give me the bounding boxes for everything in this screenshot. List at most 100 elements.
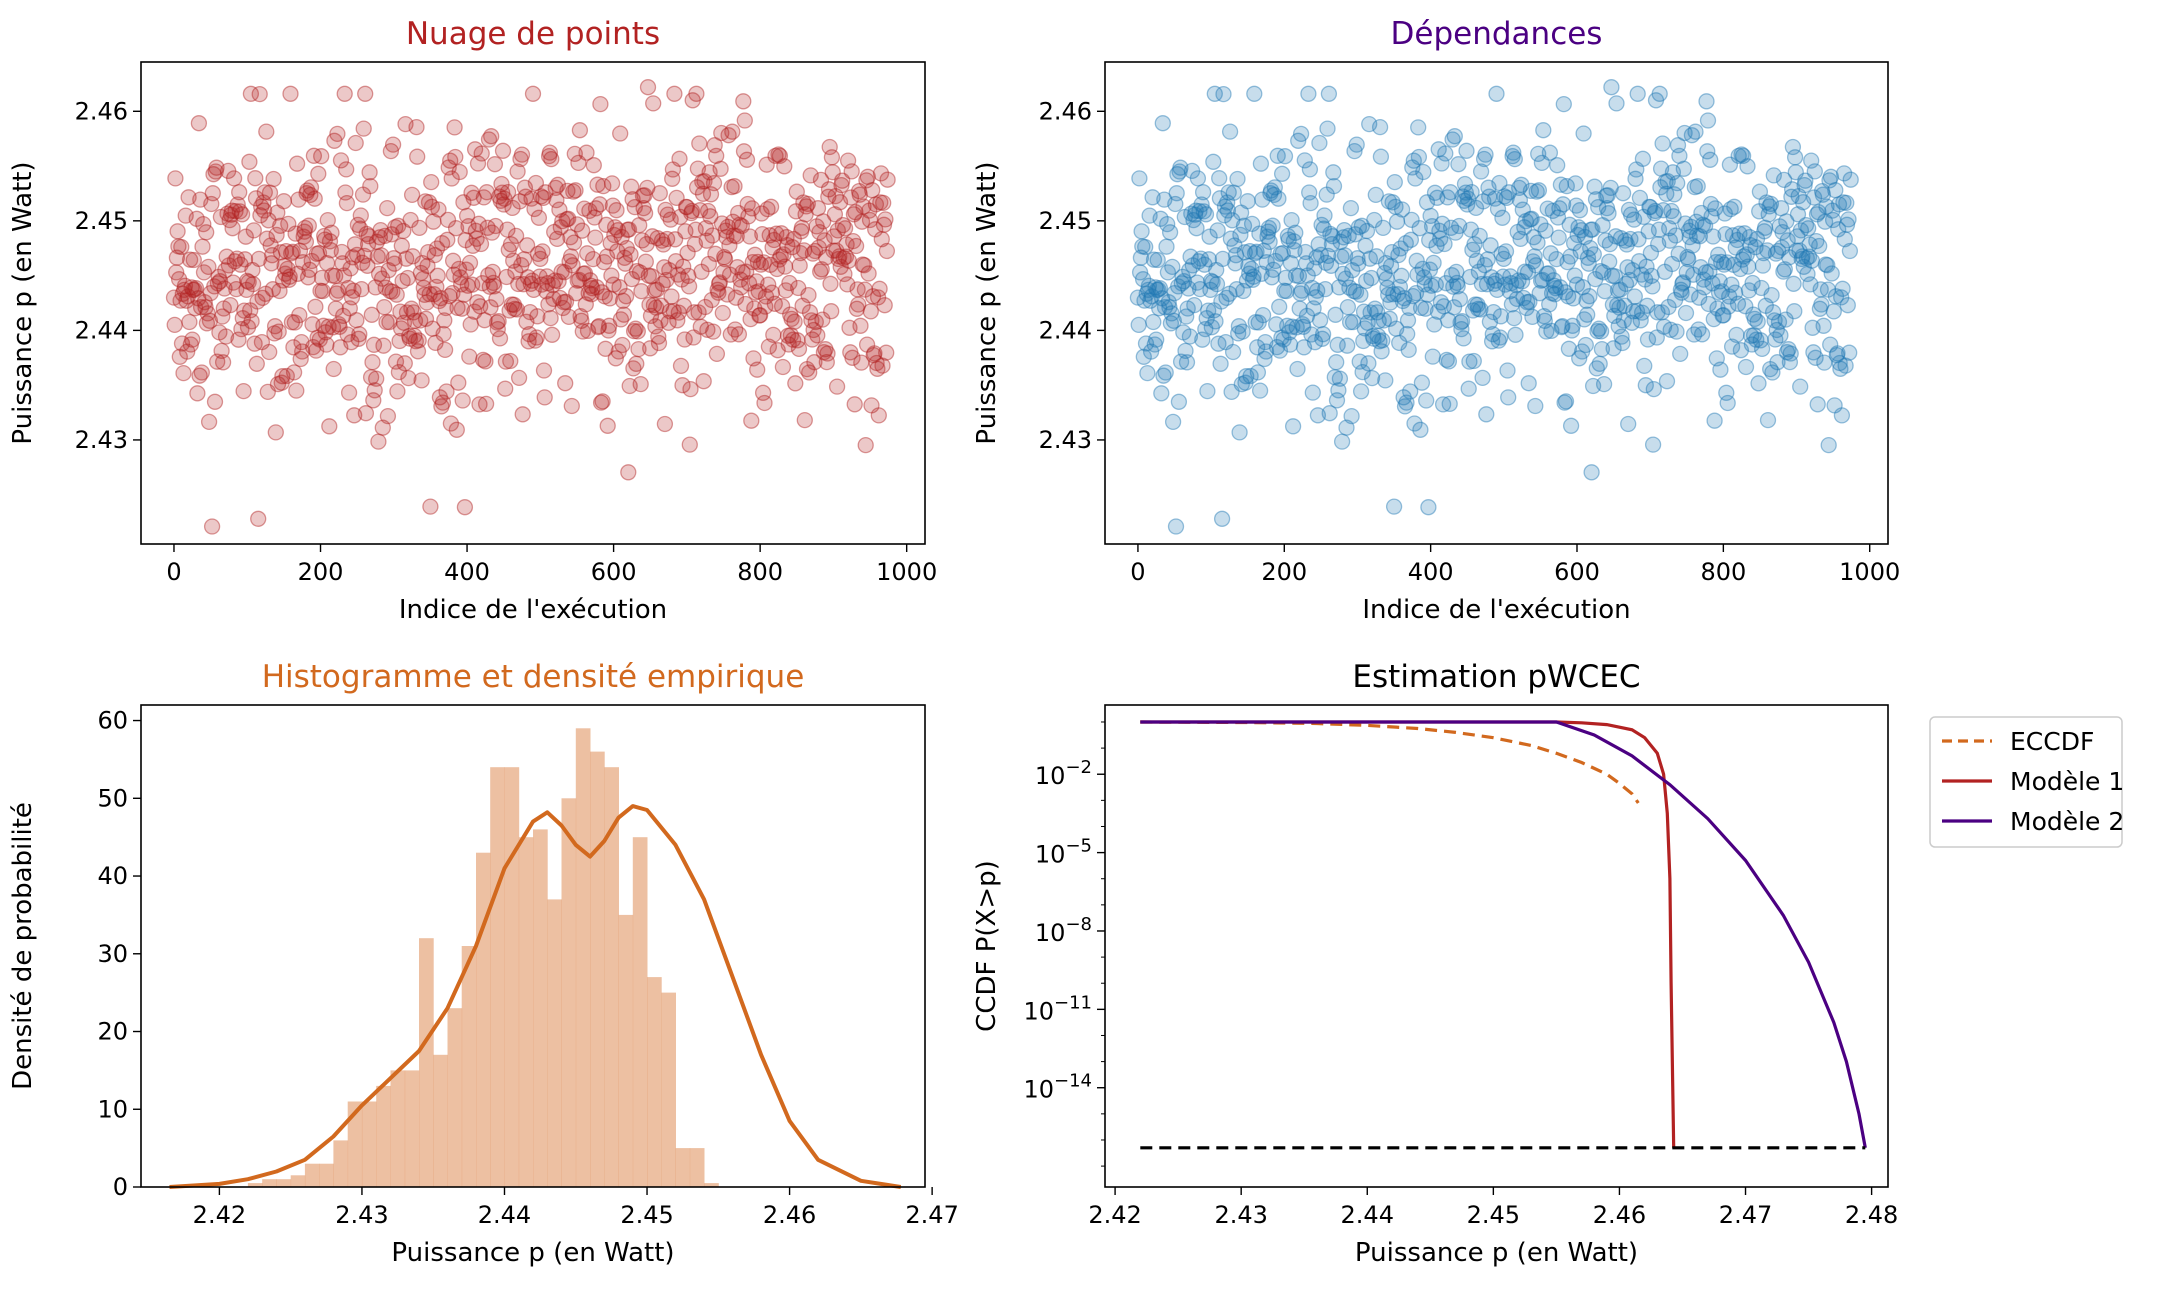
scatter-point — [1156, 299, 1174, 316]
scatter-point — [249, 293, 266, 310]
scatter-point — [302, 186, 319, 204]
scatter-point — [595, 253, 613, 271]
scatter-point — [1550, 229, 1567, 246]
scatter-point — [1654, 135, 1671, 152]
scatter-point — [760, 338, 778, 355]
scatter-point — [409, 148, 426, 165]
scatter-point — [274, 272, 292, 289]
scatter-point — [1151, 300, 1168, 317]
scatter-point — [245, 222, 262, 239]
scatter-point — [193, 364, 210, 381]
scatter-point — [1159, 215, 1176, 233]
scatter-point — [829, 222, 846, 239]
scatter-point — [217, 262, 234, 279]
scatter-point — [563, 397, 580, 415]
scatter-point — [531, 268, 548, 285]
scatter-point — [753, 205, 770, 222]
scatter-point — [1174, 268, 1191, 286]
scatter-point — [214, 308, 231, 325]
scatter-point — [226, 253, 243, 270]
scatter-point — [369, 248, 386, 265]
scatter-point — [441, 287, 458, 305]
scatter-point — [508, 301, 526, 318]
scatter-point — [1299, 267, 1316, 284]
scatter-point — [695, 373, 712, 390]
scatter-point — [439, 211, 457, 229]
histogram-bar — [361, 1101, 377, 1187]
scatter-point — [601, 290, 619, 307]
scatter-point — [835, 249, 852, 267]
scatter-point — [1152, 210, 1169, 227]
scatter-point — [373, 247, 390, 264]
scatter-point — [618, 239, 635, 257]
scatter-point — [773, 225, 790, 242]
scatter-point — [384, 136, 402, 153]
scatter-point — [307, 298, 324, 315]
scatter-point — [450, 260, 468, 278]
scatter-point — [1276, 282, 1293, 299]
scatter-point — [676, 331, 693, 348]
scatter-point — [574, 323, 591, 340]
scatter-point — [1316, 207, 1333, 224]
scatter-point — [740, 275, 758, 292]
scatter-point — [399, 269, 416, 287]
scatter-point — [1292, 125, 1310, 143]
scatter-point — [312, 282, 329, 299]
scatter-point — [1339, 298, 1357, 316]
scatter-point — [702, 208, 719, 225]
scatter-point — [1614, 334, 1631, 352]
scatter-point — [294, 343, 311, 360]
scatter-point — [1549, 157, 1566, 174]
scatter-point — [483, 224, 501, 241]
scatter-point — [1499, 362, 1516, 379]
scatter-point — [1186, 296, 1203, 314]
scatter-point — [212, 208, 230, 226]
scatter-point — [207, 163, 224, 180]
scatter-point — [809, 200, 827, 217]
scatter-point — [424, 320, 441, 337]
scatter-point — [611, 279, 628, 296]
scatter-point — [1400, 341, 1417, 359]
scatter-point — [720, 127, 737, 144]
scatter-point — [359, 235, 377, 253]
scatter-point — [1472, 301, 1489, 318]
scatter-point — [799, 195, 816, 213]
scatter-point — [357, 405, 375, 422]
scatter-point — [466, 303, 483, 320]
scatter-point — [417, 310, 435, 327]
scatter-point — [664, 170, 681, 187]
scatter-point — [405, 304, 422, 321]
scatter-point — [206, 278, 223, 295]
scatter-point — [296, 219, 314, 237]
scatter-point — [420, 243, 437, 261]
scatter-point — [196, 294, 213, 311]
scatter-point — [1257, 333, 1274, 351]
scatter-point — [1841, 344, 1858, 361]
scatter-point — [168, 249, 186, 266]
scatter-point — [1309, 407, 1327, 424]
scatter-point — [641, 296, 658, 313]
scatter-point — [1200, 251, 1218, 268]
scatter-point — [309, 329, 326, 346]
scatter-point — [845, 206, 863, 223]
scatter-point — [870, 407, 887, 424]
scatter-point — [419, 257, 436, 275]
scatter-point — [1167, 518, 1185, 535]
scatter-point — [1338, 419, 1355, 436]
scatter-point — [1200, 302, 1217, 319]
scatter-point — [833, 176, 850, 194]
scatter-point — [842, 189, 860, 206]
y-tick-label: 2.45 — [1039, 207, 1092, 235]
scatter-point — [342, 260, 359, 277]
scatter-point — [420, 194, 438, 211]
scatter-point — [822, 275, 839, 292]
scatter-point — [776, 158, 793, 175]
scatter-point — [873, 231, 890, 248]
scatter-point — [875, 194, 892, 212]
scatter-point — [540, 296, 557, 313]
scatter-point — [286, 314, 304, 331]
scatter-point — [474, 275, 491, 292]
scatter-point — [837, 248, 855, 265]
scatter-point — [289, 265, 306, 282]
scatter-point — [757, 298, 774, 315]
